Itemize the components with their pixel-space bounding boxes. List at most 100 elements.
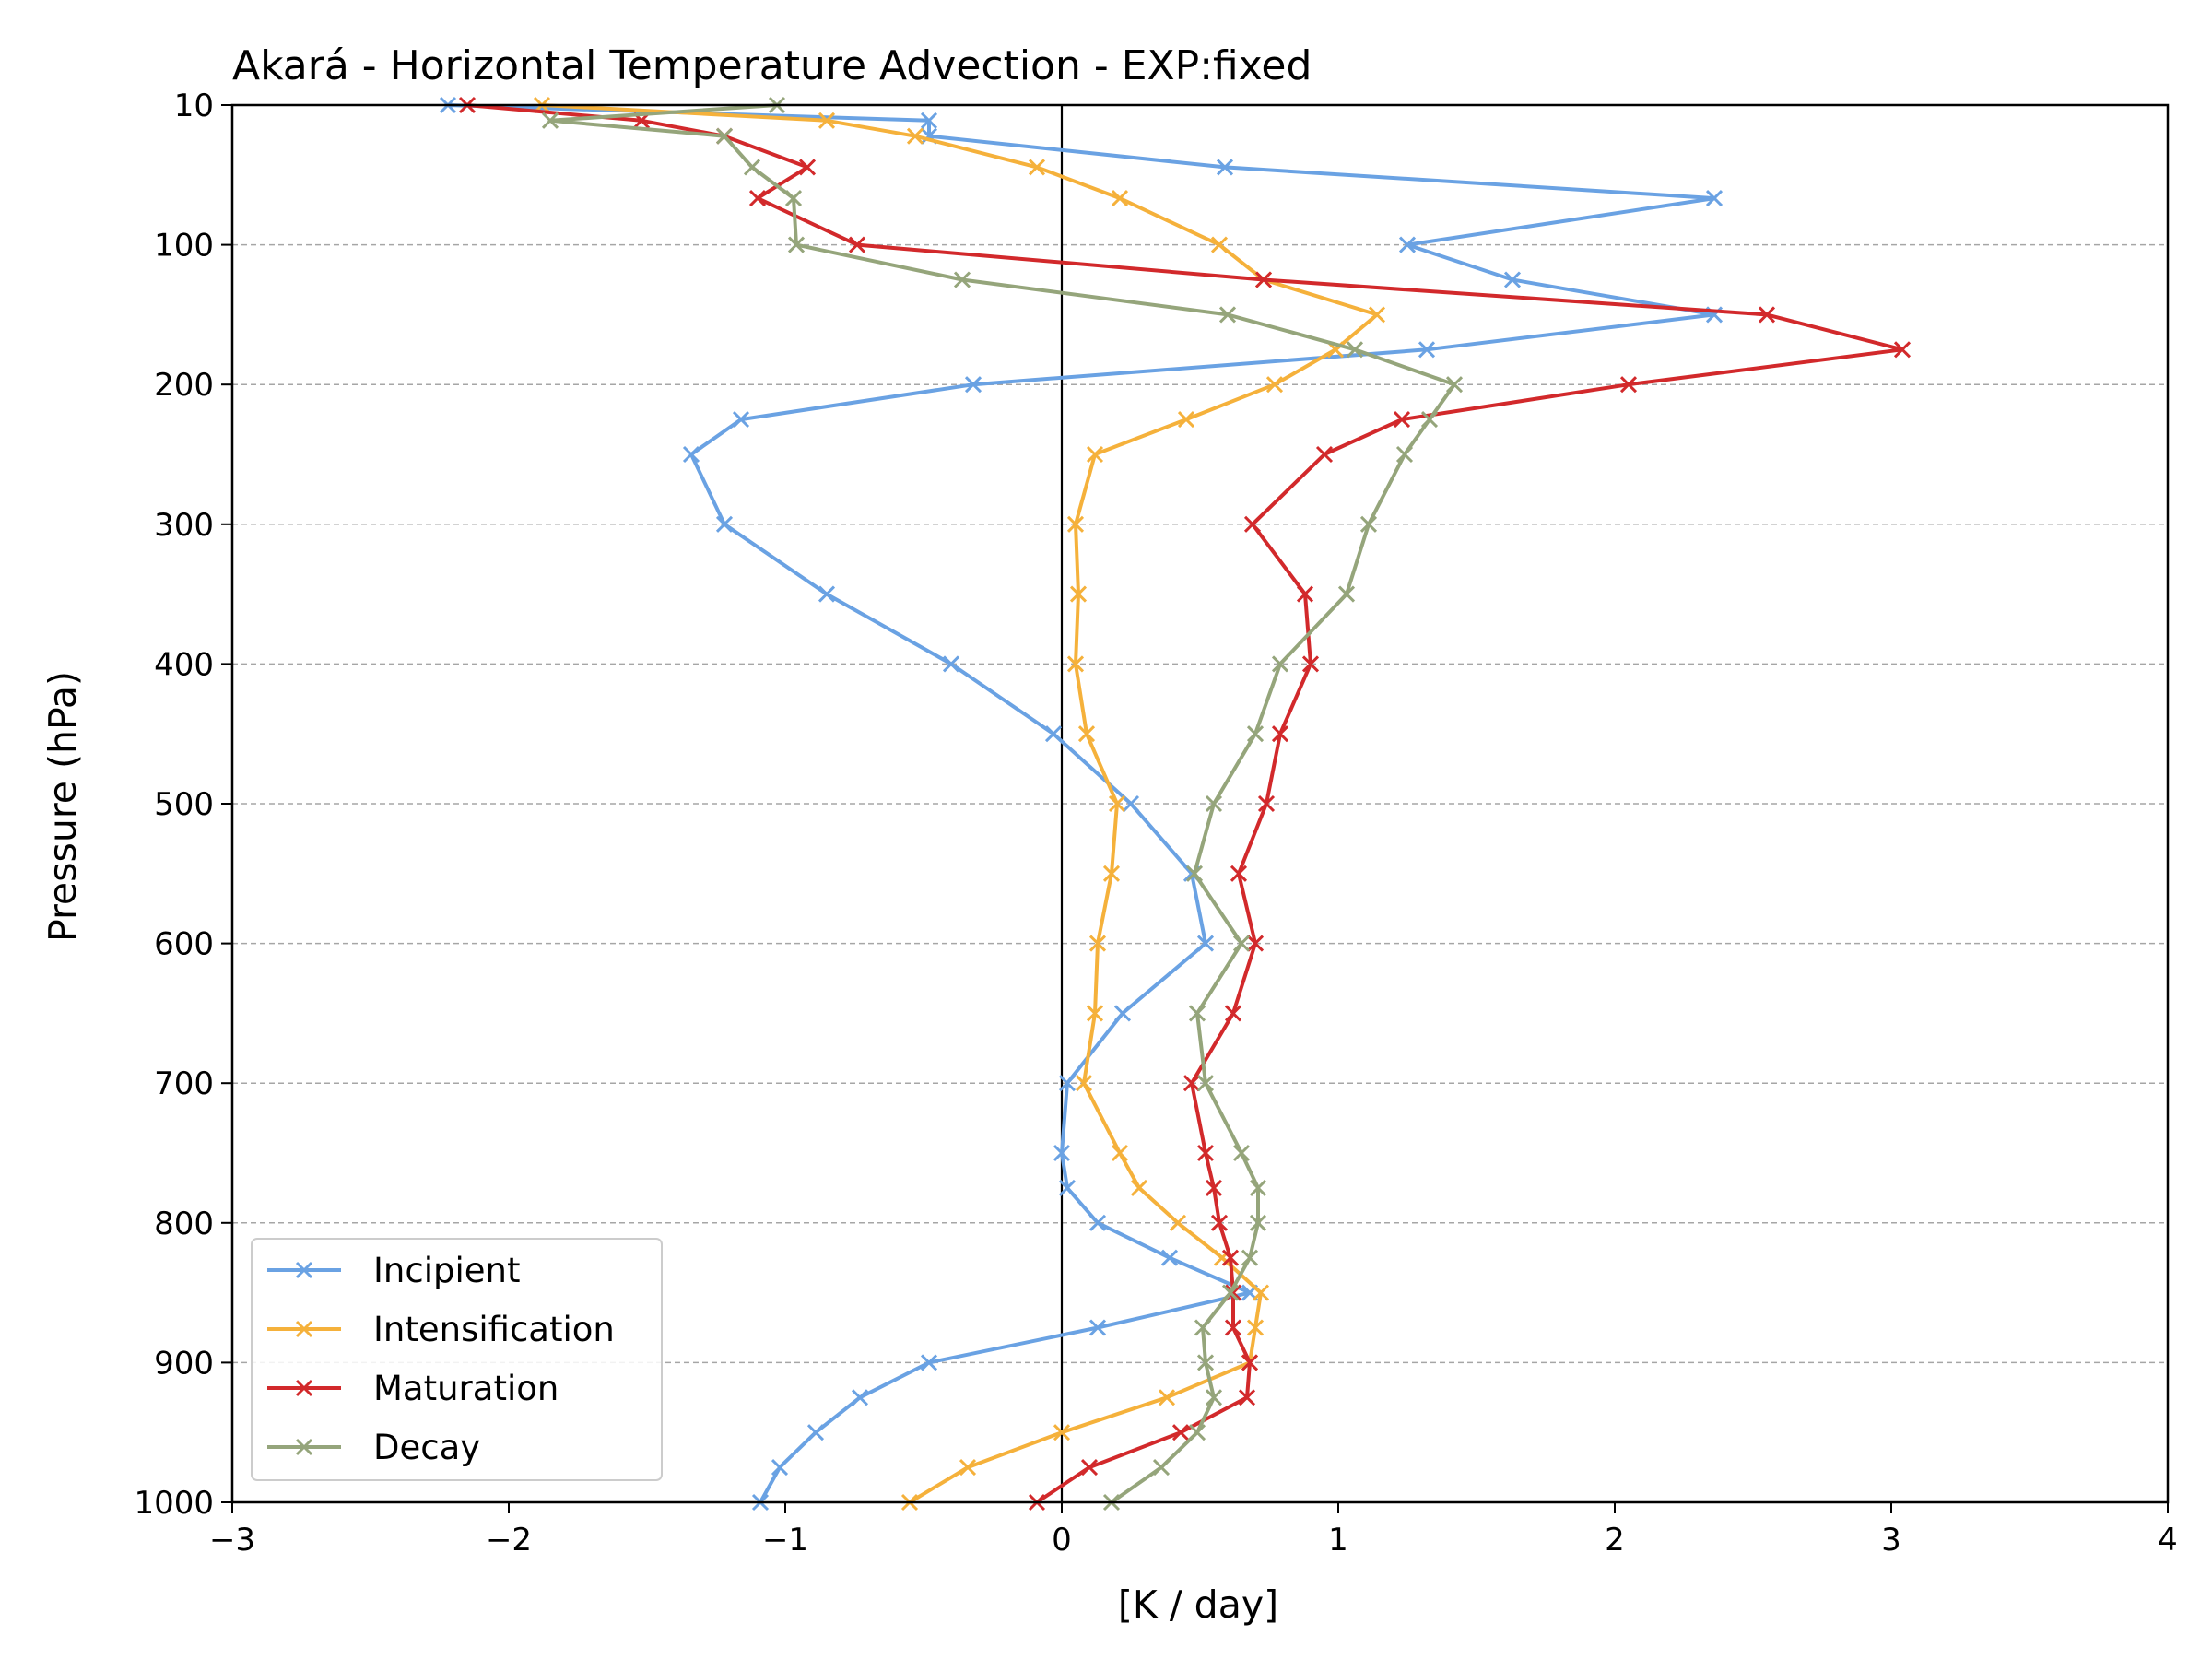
data-point [715, 127, 734, 145]
x-tick-label: −3 [209, 1522, 255, 1559]
data-point [1359, 515, 1378, 533]
data-point [1445, 376, 1464, 394]
data-point [1241, 1249, 1259, 1266]
data-point [1122, 794, 1140, 813]
data-point [1224, 1319, 1242, 1336]
data-point [1086, 445, 1104, 464]
data-point [1108, 794, 1126, 813]
legend-label: Incipient [373, 1251, 520, 1290]
data-point [1053, 1144, 1071, 1162]
data-point [1238, 1389, 1256, 1406]
data-point [1241, 1354, 1259, 1371]
data-point [1337, 585, 1356, 603]
data-point [1158, 1389, 1176, 1406]
data-point [1053, 1424, 1071, 1441]
legend-marker [295, 1379, 313, 1397]
data-point [818, 585, 836, 603]
data-point [1254, 271, 1273, 288]
data-point [1111, 1144, 1129, 1162]
data-point [1221, 1249, 1240, 1266]
data-point [1113, 1005, 1132, 1022]
data-point [1232, 1144, 1251, 1162]
data-point [1271, 655, 1289, 673]
data-point [1418, 341, 1436, 359]
data-point [1196, 1354, 1215, 1371]
data-point [942, 655, 960, 673]
data-point [1368, 306, 1386, 324]
chart-title: Akará - Horizontal Temperature Advection… [232, 42, 1312, 89]
legend-item-incipient: Incipient [267, 1251, 520, 1290]
data-point [1301, 655, 1320, 673]
data-point [784, 190, 803, 207]
data-point [1086, 1005, 1104, 1022]
data-point [1503, 271, 1522, 288]
data-point [1160, 1249, 1179, 1266]
data-point [1246, 935, 1265, 952]
y-tick-label: 400 [154, 646, 214, 683]
data-point [1346, 341, 1364, 359]
y-axis-label: Pressure (hPa) [41, 671, 85, 942]
y-tick-label: 900 [154, 1345, 214, 1382]
data-point [798, 159, 817, 176]
data-point [1249, 1179, 1267, 1196]
data-point [920, 112, 938, 129]
legend-label: Intensification [373, 1310, 615, 1349]
data-point [1111, 190, 1129, 207]
x-tick-label: 1 [1328, 1522, 1348, 1559]
x-tick-label: 2 [1605, 1522, 1625, 1559]
data-point [1246, 725, 1265, 743]
legend-marker [295, 1438, 313, 1456]
data-point [1257, 794, 1276, 813]
x-tick-label: 3 [1881, 1522, 1901, 1559]
data-point [851, 1389, 869, 1406]
series-line-maturation [466, 103, 1904, 1504]
y-tick-label: 1000 [134, 1485, 214, 1522]
x-tick-label: 4 [2158, 1522, 2178, 1559]
data-point [1152, 1459, 1171, 1477]
legend-label: Maturation [373, 1369, 559, 1408]
legend-item-intensification: Intensification [267, 1310, 615, 1349]
data-point [1265, 376, 1284, 394]
data-point [1249, 1214, 1267, 1231]
data-point [1398, 236, 1417, 253]
data-point [1058, 1075, 1077, 1092]
data-point [920, 1354, 938, 1371]
data-point [1066, 515, 1085, 533]
data-point [1194, 1319, 1212, 1336]
y-axis-ticks: 10 100 200 300 400 500 600 700 800 900 1000 [134, 88, 232, 1522]
data-point [787, 236, 806, 253]
legend-label: Decay [373, 1428, 480, 1467]
legend-item-decay: Decay [267, 1428, 480, 1467]
series-maturation [458, 96, 1912, 1512]
data-point [1705, 190, 1724, 207]
data-point [1205, 1179, 1223, 1196]
data-point [906, 127, 924, 145]
data-point [1075, 1075, 1093, 1092]
data-point [1077, 725, 1096, 743]
data-point [1395, 445, 1414, 464]
data-point [1221, 1284, 1240, 1301]
y-tick-label: 500 [154, 786, 214, 823]
data-point [1028, 159, 1046, 176]
series-line-incipient [447, 103, 1716, 1503]
data-point [1230, 865, 1248, 882]
data-point [1196, 935, 1215, 952]
x-tick-label: −1 [762, 1522, 808, 1559]
data-point [1393, 411, 1411, 429]
data-point [732, 411, 750, 429]
y-tick-label: 100 [154, 228, 214, 265]
series-intensification [533, 96, 1386, 1512]
data-point [1893, 341, 1912, 359]
legend-box [251, 1238, 663, 1481]
data-point [1243, 515, 1262, 533]
grid-lines [232, 243, 2168, 1364]
data-point [1224, 1005, 1242, 1022]
data-point [1246, 1319, 1265, 1336]
data-point [1169, 1214, 1187, 1231]
data-point [1218, 306, 1237, 324]
data-point [1216, 159, 1234, 176]
data-point [959, 1459, 977, 1477]
data-point [1210, 1214, 1229, 1231]
data-point [715, 515, 734, 533]
